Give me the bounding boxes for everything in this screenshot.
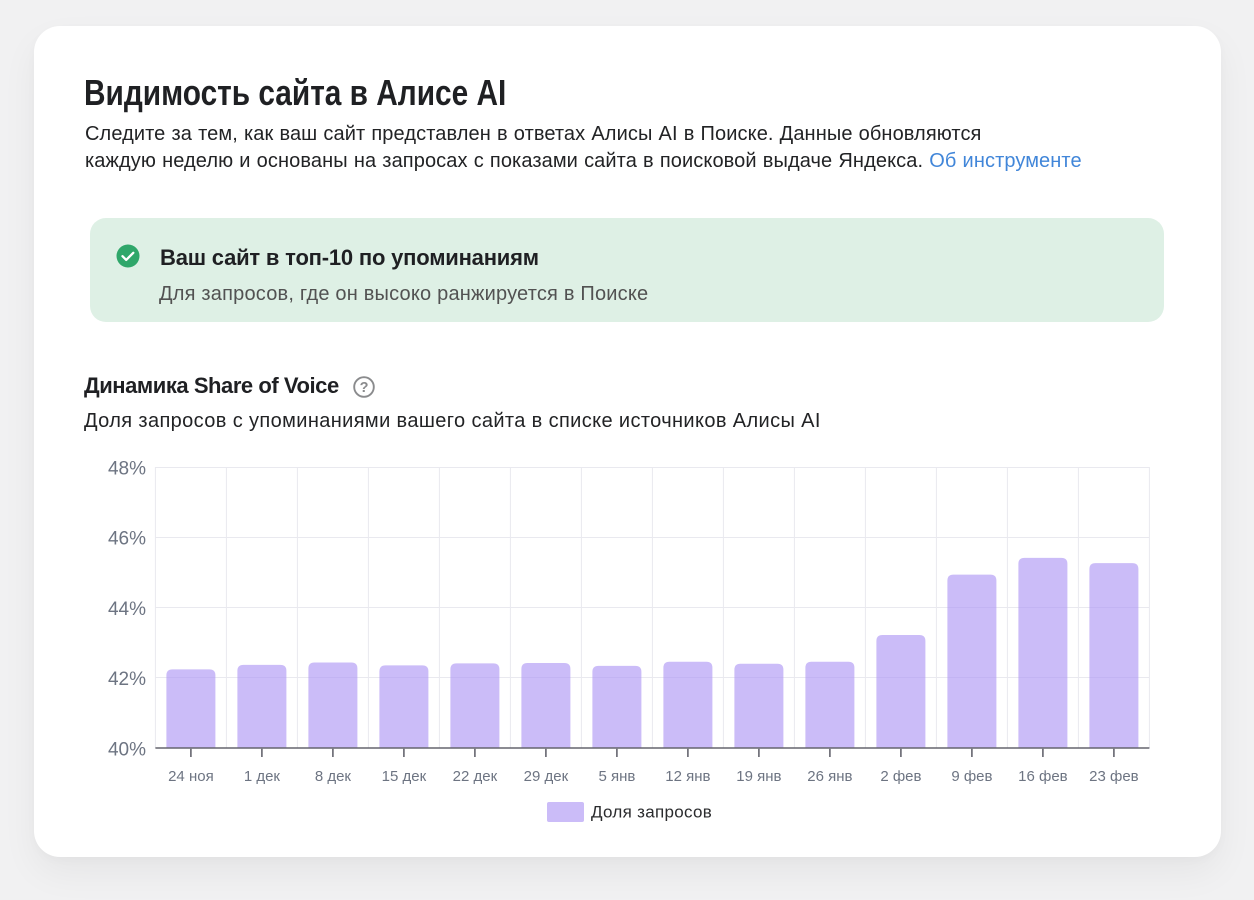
svg-text:48%: 48% bbox=[108, 458, 146, 479]
svg-text:9 фев: 9 фев bbox=[951, 768, 992, 785]
svg-text:46%: 46% bbox=[108, 529, 146, 550]
svg-text:5 янв: 5 янв bbox=[598, 768, 635, 785]
svg-text:23 фев: 23 фев bbox=[1089, 768, 1139, 785]
svg-text:12 янв: 12 янв bbox=[665, 768, 710, 785]
svg-text:44%: 44% bbox=[108, 599, 146, 620]
svg-text:2 фев: 2 фев bbox=[880, 768, 921, 785]
svg-text:1 дек: 1 дек bbox=[244, 768, 281, 785]
svg-text:?: ? bbox=[360, 380, 369, 396]
svg-text:8 дек: 8 дек bbox=[315, 768, 352, 785]
svg-text:40%: 40% bbox=[108, 739, 146, 760]
svg-text:22 дек: 22 дек bbox=[453, 768, 498, 785]
svg-text:16 фев: 16 фев bbox=[1018, 768, 1068, 785]
svg-text:15 дек: 15 дек bbox=[382, 768, 427, 785]
svg-text:26 янв: 26 янв bbox=[807, 768, 852, 785]
svg-text:19 янв: 19 янв bbox=[736, 768, 781, 785]
svg-text:42%: 42% bbox=[108, 669, 146, 690]
svg-text:29 дек: 29 дек bbox=[524, 768, 569, 785]
svg-text:Доля запросов: Доля запросов bbox=[591, 803, 712, 822]
svg-text:24 ноя: 24 ноя bbox=[168, 768, 214, 785]
